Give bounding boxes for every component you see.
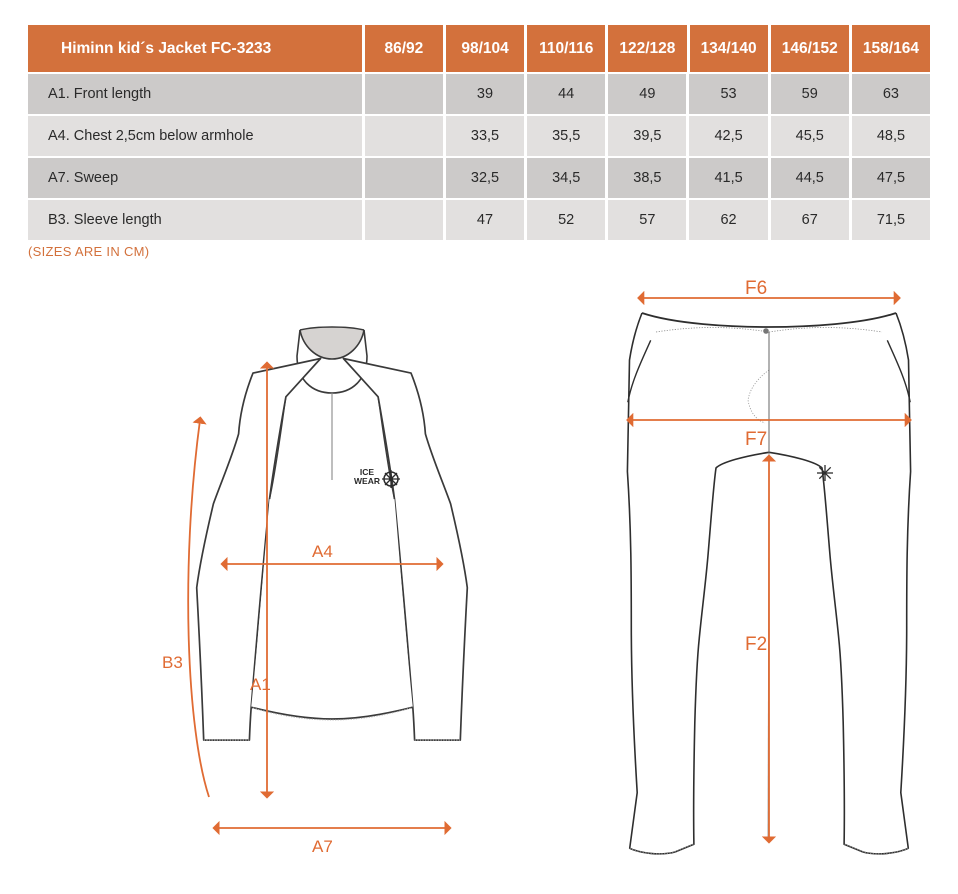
svg-text:F6: F6 bbox=[745, 280, 767, 299]
svg-text:F7: F7 bbox=[745, 429, 767, 450]
svg-text:A4: A4 bbox=[312, 542, 333, 561]
svg-text:F2: F2 bbox=[745, 634, 767, 655]
svg-text:A7: A7 bbox=[312, 837, 333, 856]
svg-text:B3: B3 bbox=[162, 653, 183, 672]
svg-text:A1: A1 bbox=[250, 675, 271, 694]
svg-text:WEAR: WEAR bbox=[354, 476, 380, 486]
